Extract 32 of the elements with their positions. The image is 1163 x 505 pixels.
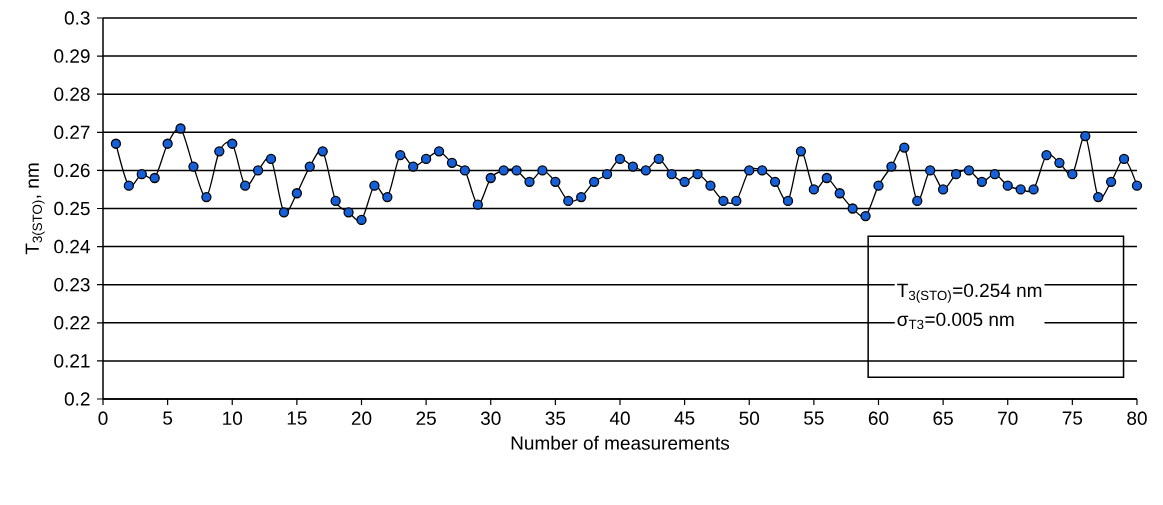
y-tick-label: 0.26 — [54, 163, 90, 178]
y-tick-label: 0.23 — [54, 277, 90, 292]
x-tick-label: 70 — [998, 411, 1018, 425]
y-tick-label: 0.25 — [54, 201, 90, 216]
x-tick-label: 45 — [674, 411, 695, 425]
x-tick-label: 0 — [98, 411, 108, 425]
x-tick-label: 50 — [739, 411, 760, 425]
y-axis-title: T$_{3(STO)}$, nm — [25, 163, 45, 255]
x-tick-label: 40 — [609, 411, 630, 425]
x-tick-label: 65 — [933, 411, 953, 425]
x-tick-label: 30 — [480, 411, 501, 425]
y-tick-label: 0.29 — [54, 49, 90, 63]
x-tick-label: 55 — [804, 411, 824, 425]
y-tick-label: 0.21 — [54, 354, 90, 368]
y-tick-label: 0.27 — [54, 125, 90, 140]
y-tick-label: 0.3 — [64, 11, 90, 25]
y-tick-label: 0.22 — [54, 316, 90, 330]
x-tick-label: 75 — [1062, 411, 1083, 425]
x-axis-title: Number of measurements — [511, 435, 730, 450]
annotation: T$_{3(STO)}$=0.254 nm — [897, 283, 1042, 303]
annotation: σ$_{T3}$=0.005 nm — [897, 312, 1014, 330]
x-tick-label: 10 — [223, 411, 243, 425]
x-tick-label: 80 — [1127, 411, 1147, 425]
y-tick-label: 0.2 — [64, 392, 90, 406]
y-tick-label: 0.24 — [54, 239, 90, 254]
x-tick-label: 20 — [351, 411, 372, 425]
x-tick-label: 25 — [416, 411, 436, 425]
x-tick-label: 60 — [868, 411, 889, 425]
x-tick-label: 15 — [287, 411, 307, 425]
x-tick-label: 35 — [545, 411, 566, 425]
x-tick-label: 5 — [163, 411, 173, 425]
y-tick-label: 0.28 — [54, 87, 90, 101]
